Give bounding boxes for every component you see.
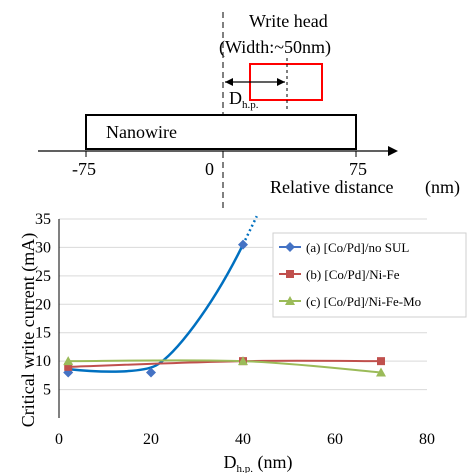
distance-axis-unit: (nm) — [425, 177, 460, 198]
fit-curve-a-extension — [241, 215, 258, 246]
dhp-label: Dh.p. — [229, 88, 259, 111]
data-point — [63, 356, 74, 366]
data-point — [238, 356, 248, 366]
y-tick-label: 5 — [43, 382, 51, 399]
fit-curve-a — [68, 244, 245, 373]
data-point — [377, 357, 385, 366]
distance-tick-label-75: 75 — [349, 159, 367, 179]
x-tick-label: 80 — [419, 431, 435, 448]
distance-tick-label-minus75: -75 — [72, 159, 96, 179]
nanowire-label: Nanowire — [106, 122, 177, 142]
y-tick-label: 35 — [35, 211, 51, 228]
data-point — [146, 367, 156, 378]
y-tick-label: 10 — [35, 353, 51, 370]
dhp-arrow-head-right — [277, 78, 285, 86]
data-point — [64, 362, 73, 371]
y-tick-labels: 5 10 15 20 25 30 35 — [35, 211, 51, 399]
chart: 5 10 15 20 25 30 35 0 20 40 60 80 Critical write c… — [18, 211, 467, 473]
x-axis-label: Dh.p. (nm) — [224, 452, 293, 473]
distance-axis-label: Relative distance — [270, 177, 393, 197]
write-head-label: Write head — [249, 11, 328, 31]
y-tick-label: 20 — [35, 296, 51, 313]
distance-tick-label-0: 0 — [205, 159, 214, 179]
data-point — [376, 367, 386, 377]
legend-label: (a) [Co/Pd]/no SUL — [306, 240, 409, 255]
x-tick-label: 60 — [327, 431, 343, 448]
y-axis-label: Critical write current (mA) — [18, 233, 39, 427]
distance-axis-arrow — [388, 146, 398, 156]
x-tick-label: 40 — [235, 431, 251, 448]
schematic: Write head (Width:~50nm) Dh.p. Nanowire … — [38, 11, 460, 212]
x-tick-labels: 0 20 40 60 80 — [55, 431, 435, 448]
x-tick-label: 0 — [55, 431, 63, 448]
x-tick-label: 20 — [143, 431, 159, 448]
data-point — [238, 239, 248, 250]
y-tick-label: 15 — [35, 325, 51, 342]
legend-marker — [286, 270, 294, 278]
legend: (a) [Co/Pd]/no SUL (b) [Co/Pd]/Ni-Fe (c) [… — [272, 232, 467, 318]
dhp-arrow-head-left — [225, 78, 233, 86]
y-tick-label: 25 — [35, 268, 51, 285]
legend-label: (c) [Co/Pd]/Ni-Fe-Mo — [306, 294, 421, 309]
nanowire-box — [85, 114, 357, 150]
legend-label: (b) [Co/Pd]/Ni-Fe — [306, 267, 400, 282]
write-head-width-label: (Width:~50nm) — [219, 37, 331, 58]
y-tick-label: 30 — [35, 239, 51, 256]
legend-box — [272, 232, 467, 318]
legend-marker — [285, 296, 295, 305]
legend-marker — [285, 242, 295, 252]
data-markers — [63, 239, 386, 378]
